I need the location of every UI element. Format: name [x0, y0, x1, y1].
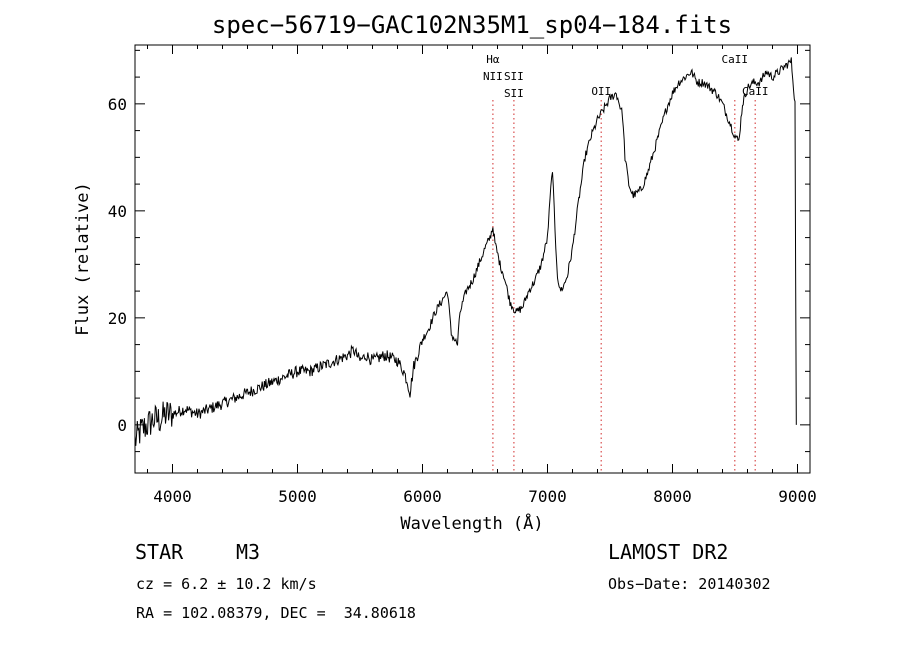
series-layer	[134, 57, 797, 446]
spectral-line-label: CaII	[742, 85, 769, 98]
plot-frame	[134, 44, 811, 474]
x-tick-label: 6000	[403, 487, 442, 506]
x-tick-label: 5000	[278, 487, 317, 506]
y-tick-label: 60	[108, 95, 127, 114]
object-class: M3	[236, 540, 261, 564]
observation-date: Obs−Date: 20140302	[608, 575, 771, 593]
spectral-line-label: OII	[591, 85, 611, 98]
spectral-line-label: NII	[483, 70, 503, 83]
y-tick-label: 20	[108, 309, 127, 328]
x-tick-label: 7000	[528, 487, 567, 506]
spectral-line-label: SII	[504, 87, 524, 100]
object-type: STAR	[135, 540, 184, 564]
tick-layer: 4000 5000 6000 7000 8000 9000 0 20 40 60	[108, 45, 817, 506]
spectral-line-label: CaII	[722, 53, 749, 66]
survey-name: LAMOST DR2	[608, 540, 729, 564]
redshift-velocity: cz = 6.2 ± 10.2 km/s	[136, 575, 317, 593]
y-axis-label: Flux (relative)	[73, 182, 93, 336]
x-tick-label: 9000	[778, 487, 817, 506]
spectral-line-label: Hα	[486, 53, 500, 66]
y-tick-label: 0	[117, 416, 127, 435]
spectral-line-label: SII	[504, 70, 524, 83]
x-axis-label: Wavelength (Å)	[400, 512, 543, 534]
x-tick-label: 8000	[653, 487, 692, 506]
spectrum-series-line	[134, 57, 797, 446]
spectrum-chart: spec−56719−GAC102N35M1_sp04−184.fits Hα N…	[73, 11, 817, 534]
x-tick-label: 4000	[153, 487, 192, 506]
chart-title: spec−56719−GAC102N35M1_sp04−184.fits	[212, 11, 732, 39]
y-tick-label: 40	[108, 202, 127, 221]
coordinates: RA = 102.08379, DEC = 34.80618	[136, 604, 416, 622]
marker-layer: Hα NII SII SII OII CaII CaII	[483, 53, 769, 473]
